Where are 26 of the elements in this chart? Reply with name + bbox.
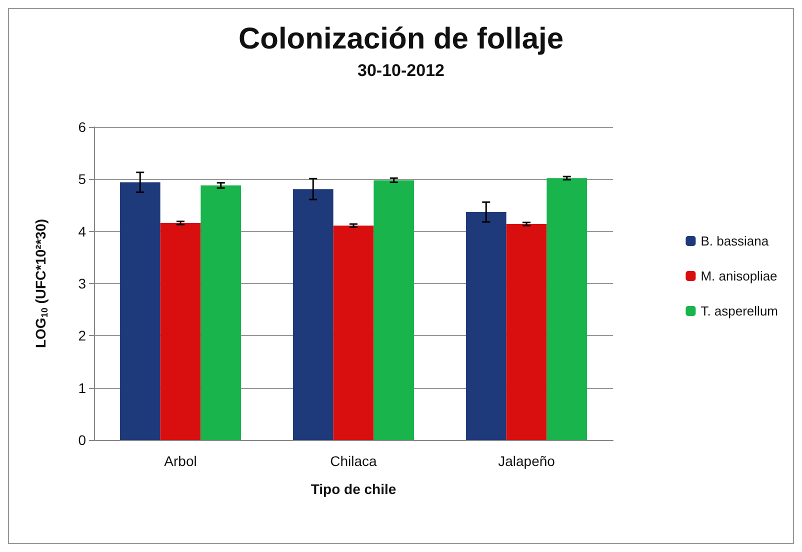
bar	[160, 222, 201, 440]
chart-subtitle: 30-10-2012	[358, 61, 444, 80]
bar	[120, 182, 160, 440]
y-tick-label: 0	[78, 432, 86, 448]
legend-label: T. asperellum	[700, 304, 778, 318]
legend-label: M. anisopliae	[700, 268, 778, 284]
x-tick-label: Chilaca	[330, 453, 378, 469]
bar	[506, 224, 547, 440]
legend-label: B. bassiana	[700, 234, 770, 248]
y-axis-title: LOG10 (UFC*10²*30)	[32, 218, 50, 348]
bar	[292, 189, 334, 440]
bar	[333, 226, 374, 440]
x-tick-label: Arbol	[164, 453, 197, 469]
bar	[466, 212, 506, 440]
y-tick-label: 3	[78, 276, 86, 292]
bar	[200, 185, 242, 440]
bar	[374, 180, 414, 440]
x-axis-title: Tipo de chile	[310, 481, 396, 497]
chart-title: Colonización de follaje	[238, 22, 564, 56]
y-tick-label: 6	[78, 119, 86, 135]
y-tick-label: 4	[78, 223, 86, 240]
y-tick-label: 5	[78, 171, 86, 188]
y-tick-label: 2	[78, 328, 86, 344]
y-tick-label: 1	[78, 380, 86, 396]
bar	[546, 178, 588, 440]
x-tick-label: Jalapeño	[498, 453, 556, 469]
